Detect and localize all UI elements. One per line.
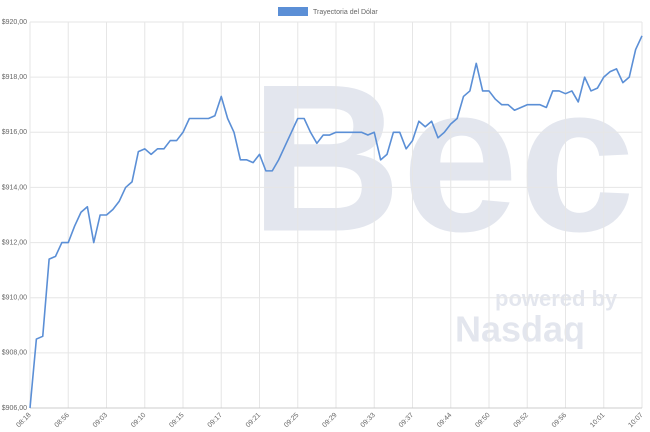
y-tick-label: $918,00 — [2, 74, 27, 81]
x-tick-label: 09:50 — [474, 412, 491, 429]
legend-label: Trayectoria del Dólar — [313, 9, 378, 16]
x-tick-label: 09:10 — [130, 412, 147, 429]
x-tick-label: 09:29 — [321, 412, 338, 429]
x-tick-label: 09:17 — [207, 412, 224, 429]
y-tick-label: $912,00 — [2, 239, 27, 246]
y-tick-label: $910,00 — [2, 295, 27, 302]
x-tick-label: 10:01 — [589, 412, 606, 429]
x-tick-label: 09:25 — [283, 412, 300, 429]
x-tick-label: 09:56 — [551, 412, 568, 429]
x-tick-label: 09:44 — [436, 412, 453, 429]
x-tick-label: 08:18 — [15, 412, 32, 429]
x-tick-label: 09:15 — [168, 412, 185, 429]
watermark-text: powered by — [495, 286, 618, 311]
y-tick-label: $914,00 — [2, 184, 27, 191]
watermark-text: Bec — [250, 40, 635, 275]
x-tick-label: 09:33 — [360, 412, 377, 429]
x-tick-label: 09:03 — [92, 412, 109, 429]
y-tick-label: $906,00 — [2, 405, 27, 412]
x-tick-label: 09:37 — [398, 412, 415, 429]
x-tick-label: 09:52 — [513, 412, 530, 429]
watermark-text: Nasdaq — [455, 309, 585, 350]
line — [29, 35, 643, 409]
x-tick-label: 10:07 — [627, 412, 644, 429]
legend-swatch — [278, 7, 308, 16]
x-tick-label: 09:21 — [245, 412, 262, 429]
y-tick-label: $908,00 — [2, 350, 27, 357]
x-tick-label: 08:56 — [54, 412, 71, 429]
y-tick-label: $920,00 — [2, 19, 27, 26]
watermark: Bec powered by Nasdaq — [250, 40, 635, 349]
y-tick-label: $916,00 — [2, 129, 27, 136]
